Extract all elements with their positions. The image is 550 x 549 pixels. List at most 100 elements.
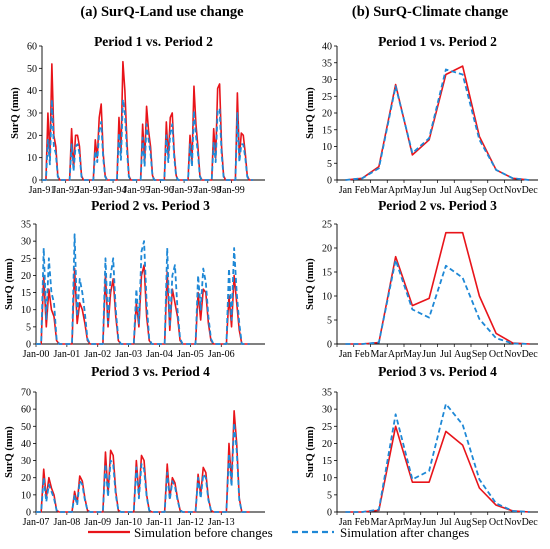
y-tick-label: 25 <box>21 254 31 265</box>
series-after-line <box>345 259 530 345</box>
series-after-line <box>42 98 254 181</box>
y-tick-label: 10 <box>21 490 31 501</box>
y-tick-label: 0 <box>327 176 332 187</box>
x-tick-label: Jul <box>440 185 452 196</box>
x-tick-label: Jan-98 <box>194 185 221 196</box>
chart-panel-5: Period 3 vs. Period 4 SurQ (mm) 0 10 20 30 40 5… <box>4 364 265 528</box>
y-tick-label: 10 <box>21 305 31 316</box>
legend: Simulation before changes Simulation aft… <box>88 525 469 540</box>
y-tick-label: 35 <box>21 220 31 231</box>
x-tick-label: Oct <box>489 517 504 528</box>
x-tick-label: Jan-03 <box>115 349 142 360</box>
x-tick-label: May <box>403 349 421 360</box>
y-tick-label: 30 <box>322 75 332 86</box>
y-tick-label: 15 <box>322 268 332 279</box>
series-before-line <box>36 410 250 513</box>
x-tick-label: Mar <box>371 349 388 360</box>
y-tick-label: 40 <box>21 439 31 450</box>
y-tick-label: 20 <box>21 473 31 484</box>
series-after-line <box>36 233 250 345</box>
x-tick-label: Oct <box>489 185 504 196</box>
y-tick-label: 15 <box>322 125 332 136</box>
x-tick-label: Oct <box>489 349 504 360</box>
x-tick-label: Nov <box>504 185 521 196</box>
legend-after-label: Simulation after changes <box>340 525 469 540</box>
x-tick-label: Jan-09 <box>84 517 111 528</box>
y-tick-label: 5 <box>327 490 332 501</box>
series-after-line <box>345 68 530 181</box>
chart-title: Period 2 vs. Period 3 <box>378 198 497 213</box>
x-tick-label: Jan-96 <box>147 185 174 196</box>
y-tick-label: 5 <box>327 316 332 327</box>
series-before-line <box>345 425 530 513</box>
x-tick-label: Sep <box>472 185 487 196</box>
x-tick-label: Jan-10 <box>115 517 142 528</box>
y-tick-label: 40 <box>322 42 332 53</box>
x-tick-label: May <box>403 185 421 196</box>
x-tick-label: Jan-11 <box>146 517 172 528</box>
x-tick-label: Apr <box>388 517 404 528</box>
x-tick-label: Jan-99 <box>218 185 245 196</box>
x-tick-label: Jul <box>440 349 452 360</box>
y-tick-label: 25 <box>322 220 332 231</box>
y-tick-label: 0 <box>327 508 332 519</box>
x-tick-label: Jan-97 <box>171 185 198 196</box>
y-tick-label: 30 <box>21 456 31 467</box>
x-tick-label: Feb <box>355 517 370 528</box>
x-tick-label: May <box>403 517 421 528</box>
y-tick-label: 20 <box>322 439 332 450</box>
y-tick-label: 25 <box>322 92 332 103</box>
chart-panel-3: Period 2 vs. Period 3 SurQ (mm) 0 5 10 15 20 25… <box>4 198 265 360</box>
y-axis-label: SurQ (mm) <box>305 258 316 310</box>
y-tick-label: 35 <box>322 58 332 69</box>
x-tick-label: Jan-93 <box>76 185 103 196</box>
y-tick-label: 0 <box>32 176 37 187</box>
chart-title: Period 3 vs. Period 4 <box>91 364 210 379</box>
y-tick-label: 35 <box>322 388 332 399</box>
y-tick-label: 5 <box>327 159 332 170</box>
chart-panel-4: Period 2 vs. Period 3 SurQ (mm) 0 5 10 15 20 25… <box>305 198 538 360</box>
y-tick-label: 25 <box>322 422 332 433</box>
x-tick-label: Apr <box>388 349 404 360</box>
chart-panels: Period 1 vs. Period 2 SurQ (mm) 0 10 20 30 40 5… <box>4 34 538 528</box>
y-tick-label: 10 <box>322 292 332 303</box>
x-tick-label: Jan-06 <box>208 349 235 360</box>
x-tick-label: Sep <box>472 517 487 528</box>
x-tick-label: Feb <box>355 349 370 360</box>
x-tick-label: Aug <box>454 349 471 360</box>
x-tick-label: Jan-91 <box>29 185 56 196</box>
y-tick-label: 15 <box>21 288 31 299</box>
x-tick-label: Jan-94 <box>100 185 127 196</box>
x-tick-label: Jan-13 <box>208 517 235 528</box>
y-tick-label: 70 <box>21 388 31 399</box>
series-before-line <box>42 60 254 181</box>
y-axis-label: SurQ (mm) <box>4 426 15 478</box>
x-tick-label: Jan <box>339 517 352 528</box>
y-tick-label: 20 <box>27 131 37 142</box>
series-before-line <box>36 264 250 345</box>
x-tick-label: Jan-05 <box>177 349 204 360</box>
series-before-line <box>345 65 530 181</box>
y-tick-label: 0 <box>26 508 31 519</box>
x-tick-label: Dec <box>522 185 539 196</box>
x-tick-label: Jan <box>339 185 352 196</box>
x-tick-label: Apr <box>388 185 404 196</box>
x-tick-label: Dec <box>522 517 539 528</box>
x-tick-label: Jan-95 <box>123 185 150 196</box>
y-axis-label: SurQ (mm) <box>10 87 21 139</box>
series-before-line <box>345 231 530 345</box>
y-tick-label: 40 <box>27 86 37 97</box>
y-tick-label: 15 <box>322 456 332 467</box>
x-tick-label: Aug <box>454 517 471 528</box>
x-tick-label: Mar <box>371 185 388 196</box>
series-after-line <box>345 403 530 513</box>
x-tick-label: Nov <box>504 517 521 528</box>
x-tick-label: Jan-07 <box>23 517 50 528</box>
chart-title: Period 1 vs. Period 2 <box>378 34 497 49</box>
y-tick-label: 30 <box>322 405 332 416</box>
y-tick-label: 5 <box>26 322 31 333</box>
y-tick-label: 30 <box>21 237 31 248</box>
y-tick-label: 10 <box>27 153 37 164</box>
x-tick-label: Feb <box>355 185 370 196</box>
